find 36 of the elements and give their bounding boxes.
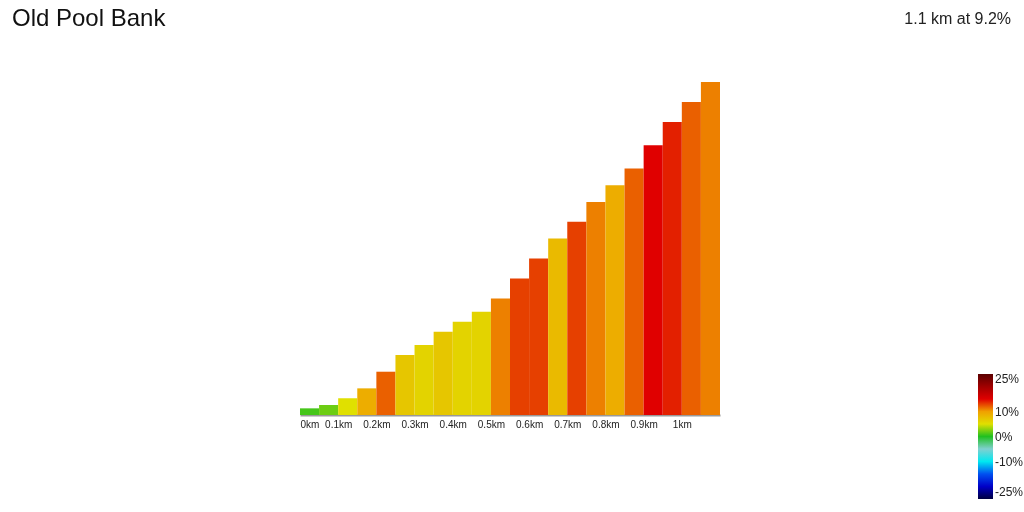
text: Old Pool Bank — [12, 4, 167, 31]
color-bar-label: 0% — [995, 429, 1013, 444]
bar — [548, 238, 568, 415]
bar — [605, 185, 625, 415]
bar — [433, 331, 453, 415]
bar — [681, 101, 701, 415]
bar — [376, 371, 396, 415]
x-tick-label: 0.4km — [439, 418, 467, 430]
text: 1.1 km at 9.2% — [904, 10, 1011, 27]
x-tick-label: 1km — [672, 418, 692, 430]
bar — [414, 345, 434, 415]
color-bar-label: -25% — [995, 485, 1024, 499]
x-tick-label: 0.3km — [401, 418, 429, 430]
color-bar-label: -10% — [995, 454, 1024, 469]
bar — [567, 221, 587, 415]
x-tick-label: 0.9km — [630, 418, 658, 430]
color-bar-label: 25% — [995, 372, 1020, 386]
x-tick-label: 0km — [300, 418, 320, 430]
x-tick-label: 0.8km — [592, 418, 620, 430]
bar — [490, 298, 510, 415]
x-tick-label: 0.7km — [554, 418, 582, 430]
bar — [662, 121, 682, 415]
x-tick-label: 0.2km — [363, 418, 391, 430]
bar — [357, 388, 377, 415]
bar — [700, 82, 720, 415]
bar — [643, 145, 663, 415]
x-tick-label: 0.1km — [325, 418, 353, 430]
bar — [319, 405, 339, 415]
bar — [395, 355, 415, 415]
x-tick-label: 0.5km — [477, 418, 506, 430]
x-tick-label: 0.6km — [515, 418, 544, 430]
bar — [586, 201, 606, 415]
color-bar-label: 10% — [995, 404, 1020, 419]
bar — [624, 168, 644, 415]
bar — [300, 408, 320, 415]
bar — [338, 398, 358, 415]
